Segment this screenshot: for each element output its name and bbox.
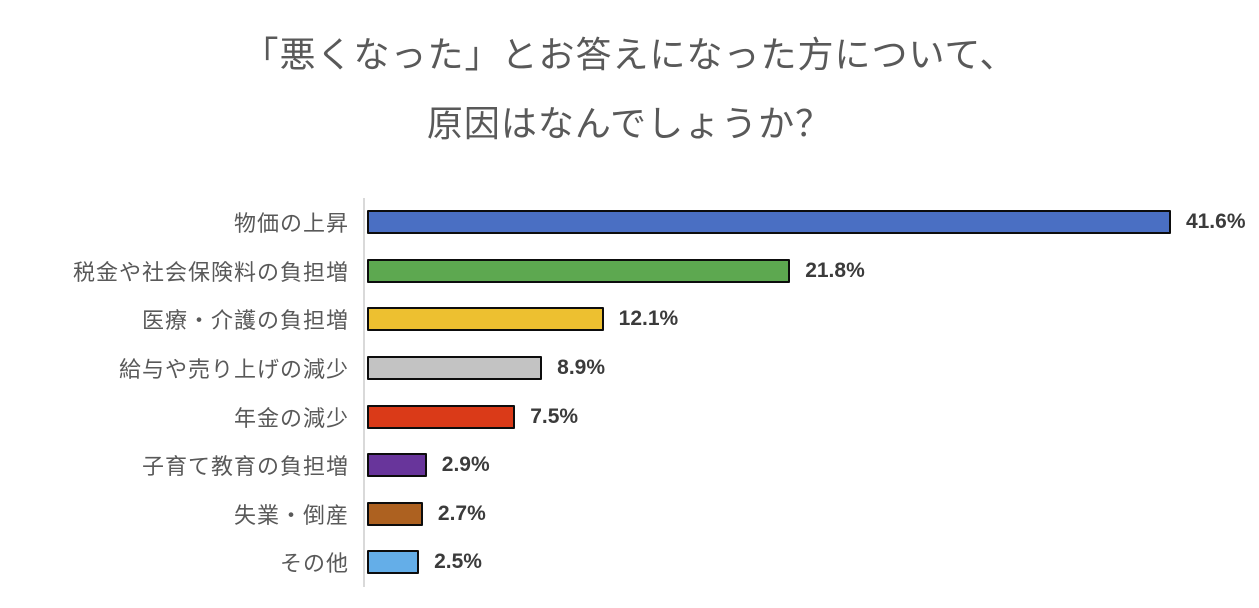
category-label: 失業・倒産: [233, 502, 349, 528]
chart-row: 年金の減少 7.5%: [0, 392, 1259, 441]
bar-chart: 物価の上昇 41.6% 税金や社会保険料の負担増 21.8% 医療・介護の負担増 12.1…: [0, 198, 1259, 587]
chart-row: 物価の上昇 41.6%: [0, 198, 1259, 247]
bar-zone: 21.8%: [363, 258, 1259, 283]
bar: [367, 258, 791, 283]
bar: [367, 210, 1171, 235]
value-label: 8.9%: [557, 356, 606, 380]
bar-zone: 12.1%: [363, 307, 1259, 332]
bar: [367, 307, 604, 332]
value-label: 7.5%: [530, 404, 579, 428]
bar-zone: 2.9%: [363, 453, 1259, 478]
bar: [367, 356, 543, 381]
bar-zone: 8.9%: [363, 356, 1259, 381]
chart-title-line2: 原因はなんでしょうか？: [426, 103, 833, 144]
value-label: 41.6%: [1185, 210, 1246, 234]
bar: [367, 404, 516, 429]
chart-row: 失業・倒産 2.7%: [0, 490, 1259, 539]
bar-zone: 7.5%: [363, 404, 1259, 429]
chart-title-line1: 「悪くなった」とお答えになった方について、: [242, 34, 1017, 75]
chart-row: その他 2.5%: [0, 538, 1259, 587]
chart-row: 医療・介護の負担増 12.1%: [0, 295, 1259, 344]
bar: [367, 453, 427, 478]
chart-row: 税金や社会保険料の負担増 21.8%: [0, 247, 1259, 296]
category-label: 年金の減少: [233, 405, 349, 431]
bar: [367, 501, 423, 526]
category-axis-line: [363, 198, 365, 587]
category-label: 給与や売り上げの減少: [118, 357, 349, 383]
value-label: 12.1%: [618, 307, 679, 331]
category-label: 物価の上昇: [233, 211, 349, 237]
category-label: 医療・介護の負担増: [141, 308, 349, 334]
category-label: 税金や社会保険料の負担増: [72, 259, 349, 285]
category-label: 子育て教育の負担増: [141, 454, 349, 480]
chart-row: 給与や売り上げの減少 8.9%: [0, 344, 1259, 393]
bar-zone: 2.7%: [363, 501, 1259, 526]
bar: [367, 550, 420, 575]
bar-zone: 2.5%: [363, 550, 1259, 575]
value-label: 2.7%: [437, 501, 486, 525]
value-label: 2.5%: [434, 550, 482, 574]
value-label: 21.8%: [805, 258, 865, 282]
chart-title: 「悪くなった」とお答えになった方について、 原因はなんでしょうか？: [0, 0, 1259, 158]
value-label: 2.9%: [441, 453, 490, 477]
bar-zone: 41.6%: [363, 210, 1259, 235]
category-label: その他: [279, 551, 349, 577]
chart-rows: 物価の上昇 41.6% 税金や社会保険料の負担増 21.8% 医療・介護の負担増 12.1…: [0, 198, 1259, 587]
chart-row: 子育て教育の負担増 2.9%: [0, 441, 1259, 490]
